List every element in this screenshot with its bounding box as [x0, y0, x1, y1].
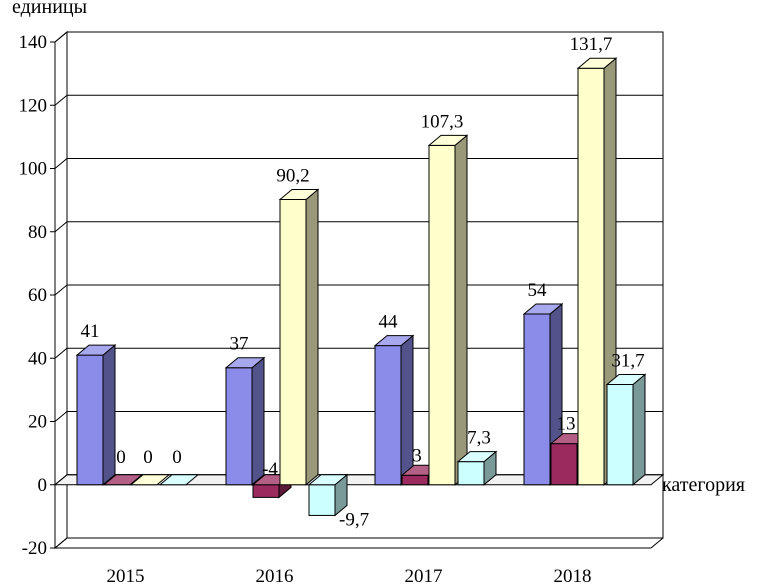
data-label: 131,7 — [570, 34, 613, 55]
y-tick-label: 60 — [28, 285, 47, 306]
gridline-diag — [54, 537, 68, 549]
y-tick-label: 140 — [19, 32, 48, 53]
bar-top — [129, 474, 171, 486]
data-label: 13 — [557, 414, 576, 435]
bar-top — [427, 134, 469, 146]
bar-side — [454, 134, 468, 486]
bar-top — [307, 474, 349, 486]
x-tick-label: 2016 — [256, 566, 294, 584]
bar-side — [102, 344, 116, 486]
data-label: 44 — [379, 312, 399, 333]
bar-front — [374, 345, 402, 486]
bar — [576, 57, 618, 486]
bar — [224, 356, 266, 486]
data-label: 31,7 — [611, 350, 644, 371]
bar-side — [400, 334, 414, 486]
bar-front — [252, 484, 280, 498]
y-tick-label: 80 — [28, 222, 47, 243]
data-label: 0 — [143, 447, 153, 468]
bar-top — [278, 188, 320, 200]
bar — [129, 474, 171, 486]
bar-front — [457, 461, 485, 486]
bar-top — [456, 451, 498, 463]
bar — [605, 373, 647, 486]
bar — [373, 334, 415, 486]
bar-top — [605, 373, 647, 385]
bar-top — [373, 335, 415, 347]
y-tick-label: 100 — [19, 159, 48, 180]
data-label: 37 — [230, 334, 249, 355]
data-label: -9,7 — [339, 509, 369, 530]
gridline-diag — [54, 158, 68, 169]
data-label: 7,3 — [467, 428, 491, 449]
data-label: 54 — [528, 280, 548, 301]
bar-top — [576, 57, 618, 69]
gridline-diag — [54, 474, 68, 486]
bar-top — [522, 303, 564, 315]
data-label: -4 — [262, 459, 278, 480]
gridline-diag — [54, 411, 68, 422]
bar-front — [279, 198, 307, 486]
bar — [427, 134, 469, 486]
bar — [75, 344, 117, 486]
bar — [102, 474, 144, 486]
x-tick-label: 2018 — [554, 566, 592, 584]
gridline-diag — [54, 94, 68, 106]
bar-front — [606, 383, 634, 486]
data-label: 3 — [412, 445, 422, 466]
y-tick-label: 0 — [38, 475, 48, 496]
gridline-diag — [54, 347, 68, 359]
bar — [456, 450, 498, 486]
bar — [158, 474, 200, 486]
bar — [278, 188, 320, 486]
bar-front — [308, 484, 336, 516]
data-label: 0 — [116, 447, 126, 468]
data-label: 41 — [81, 321, 100, 342]
x-tick-label: 2017 — [405, 566, 443, 584]
bar-top — [102, 474, 144, 486]
bar-front — [401, 474, 429, 486]
y-tick-label: 40 — [28, 348, 47, 369]
bar — [307, 473, 349, 517]
gridline-diag — [54, 31, 68, 43]
bars — [75, 57, 647, 517]
y-tick-label: 120 — [19, 95, 48, 116]
y-axis-title: единицы — [12, 0, 87, 18]
bar-front — [523, 313, 551, 486]
data-label: 0 — [172, 447, 182, 468]
gridline-diag — [54, 284, 68, 296]
bar-front — [577, 67, 605, 486]
bar-top — [75, 344, 117, 356]
data-label: 90,2 — [276, 165, 309, 186]
data-label: 107,3 — [421, 111, 464, 132]
bar-front — [76, 354, 104, 486]
bar-front — [550, 443, 578, 486]
bar-side — [305, 188, 319, 486]
x-tick-label: 2015 — [107, 566, 145, 584]
bar-front — [225, 367, 253, 486]
gridline-diag — [54, 221, 68, 233]
bar-top — [158, 474, 200, 486]
bottom-edge-depth — [650, 537, 664, 549]
bar-top — [224, 357, 266, 369]
y-tick-label: 20 — [28, 412, 47, 433]
bar-side — [632, 373, 646, 486]
x-axis-title: категория — [662, 474, 745, 496]
bar-front — [428, 144, 456, 486]
y-tick-label: -20 — [22, 538, 47, 559]
